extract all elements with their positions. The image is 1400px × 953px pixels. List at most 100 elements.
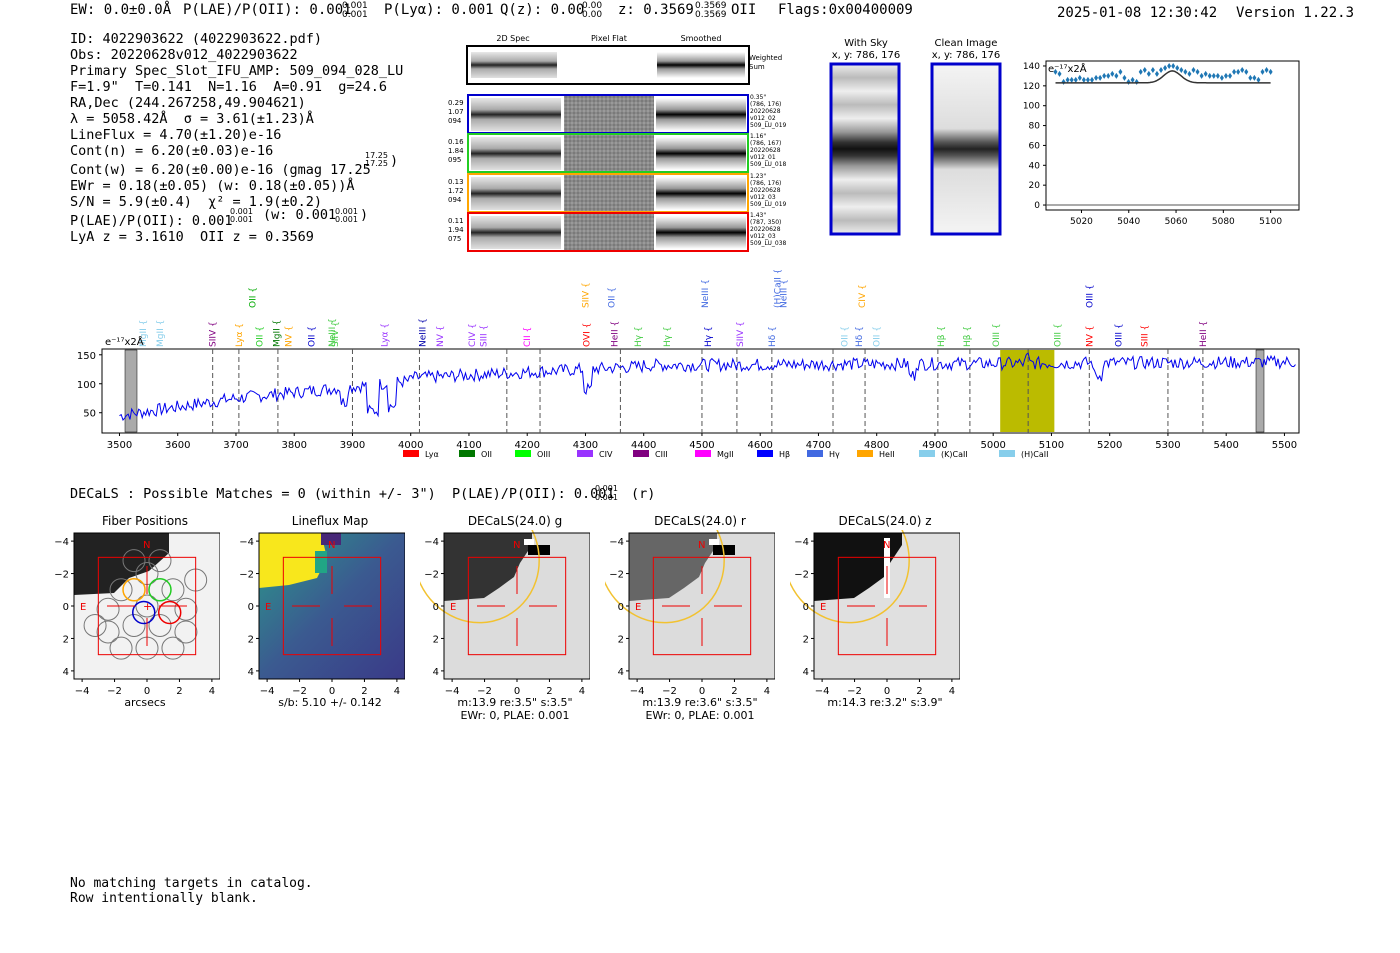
- info-line: S/N = 5.9(±0.4) χ² = 1.9(±0.2): [70, 194, 322, 210]
- zoom-data-point: [1183, 68, 1188, 75]
- plae-w-sup: 0.001: [335, 207, 358, 216]
- xtick-label: −4: [815, 686, 830, 697]
- legend-swatch: [515, 450, 531, 457]
- zoom-plot-frame: [1045, 60, 1300, 211]
- spectrum-xtick-label: 3700: [223, 440, 248, 451]
- col-label-smoothed: Smoothed: [680, 34, 722, 43]
- legend-label: OII: [481, 450, 492, 459]
- compass-e: E: [80, 602, 86, 613]
- zoom-xtick-label: 5040: [1117, 217, 1140, 227]
- spectrum-xtick-label: 4600: [747, 440, 772, 451]
- decals-panel-5: N E 4 2 0 −2 −4 −4 −2 0 2 4: [790, 530, 960, 697]
- decals-panel-title: Fiber Positions: [101, 514, 189, 528]
- zoom-data-point: [1089, 76, 1094, 83]
- header-z-type: OII: [731, 2, 757, 18]
- xtick-label: −4: [630, 686, 645, 697]
- xtick-label: −2: [662, 686, 677, 697]
- info-block: ID: 4022903622 (4022903622.pdf) Obs: 202…: [70, 31, 404, 245]
- sky-clean-images: [829, 62, 1002, 236]
- spectrum-line-label: Lyα {: [235, 323, 245, 347]
- spectrum-line-label: CIV {: [468, 323, 478, 347]
- row-left-1: 0.29 1.07 094: [448, 99, 464, 125]
- xtick-label: 2: [546, 686, 552, 697]
- compass-e: E: [265, 602, 271, 613]
- zoom-data-point: [1236, 68, 1241, 75]
- zoom-data-point: [1171, 62, 1176, 69]
- spectrum-xtick-label: 4900: [922, 440, 947, 451]
- xtick-label: −4: [445, 686, 460, 697]
- info-line: ID: 4022903622 (4022903622.pdf): [70, 31, 322, 47]
- ytick-label: 0: [803, 602, 809, 613]
- zoom-data-point: [1077, 74, 1082, 81]
- xtick-label: −2: [847, 686, 862, 697]
- plae-sub: 0.001: [230, 215, 253, 224]
- spectrum-line-label: HeII {: [611, 321, 621, 347]
- spectrum-line-label: OIII {: [1114, 323, 1124, 347]
- xtick-label: 2: [176, 686, 182, 697]
- decals-panel-4: N E 4 2 0 −2 −4 −4 −2 0 2 4: [605, 530, 775, 697]
- spectrum-xtick-label: 5200: [1097, 440, 1122, 451]
- spectrum-line-label: SIIV {: [331, 321, 341, 347]
- aperture-ellipse: [605, 530, 725, 624]
- header-plae-sub: 0.001: [342, 10, 368, 20]
- decals-panel-title: DECaLS(24.0) r: [654, 514, 746, 528]
- row-right-4: 1.43" (787, 350) 20220628 v012_03 509_LU…: [750, 212, 787, 247]
- legend-swatch: [807, 450, 823, 457]
- zoom-data-point: [1203, 70, 1208, 77]
- header-qz-sup: 0.00: [582, 1, 603, 11]
- fiber-circle: [96, 620, 120, 644]
- cutout-row-2: [467, 133, 749, 173]
- spectrum-line-label: OII {: [255, 326, 265, 347]
- decals-panel-caption-2: EWr: 0, PLAE: 0.001: [460, 709, 570, 722]
- zoom-data-point: [1110, 70, 1115, 77]
- spectrum-line-label: Hβ {: [937, 326, 947, 347]
- ytick-label: −2: [239, 570, 254, 581]
- header-qz-sub: 0.00: [582, 10, 603, 20]
- spectrum-line-label: OVI {: [583, 323, 593, 347]
- spectrum-line-label: Hγ {: [663, 326, 673, 347]
- fiber-circle: [161, 578, 185, 602]
- lineflux-bright: [259, 533, 327, 588]
- zoom-data-point: [1057, 70, 1062, 77]
- legend-label: Hβ: [779, 450, 790, 459]
- spectrum-line-label: MgII {: [273, 320, 283, 347]
- fiber-circle: [122, 613, 146, 637]
- spectrum-xtick-label: 3600: [165, 440, 190, 451]
- spectrum-line-label: OII {: [308, 326, 318, 347]
- info-line: P(LAE)/P(OII): 0.001: [70, 213, 233, 229]
- search-box: [467, 556, 567, 656]
- zoom-ytick-label: 20: [1029, 181, 1041, 191]
- zoom-data-point: [1102, 72, 1107, 79]
- xtick-label: 2: [731, 686, 737, 697]
- cutout-row-3: [467, 173, 749, 213]
- row-left-3: 0.13 1.72 094: [448, 178, 464, 204]
- xtick-label: 4: [209, 686, 215, 697]
- legend-label: Lyα: [425, 450, 439, 459]
- plae-w: (w: 0.001: [263, 207, 337, 223]
- spectrum-frame: [101, 348, 1300, 434]
- zoom-data-point: [1118, 68, 1123, 75]
- zoom-data-point: [1240, 66, 1245, 73]
- spectrum-xtick-label: 4700: [806, 440, 831, 451]
- zoom-data-point: [1150, 66, 1155, 73]
- zoom-data-point: [1154, 70, 1159, 77]
- spectrum-curve: [119, 352, 1296, 421]
- zoom-data-point: [1167, 62, 1172, 69]
- spectrum-line-label: NeIII {: [328, 318, 338, 347]
- gmag-sup: 17.25: [365, 151, 388, 160]
- compass-n: N: [328, 540, 335, 551]
- zoom-data-point: [1069, 76, 1074, 83]
- spectrum-line-label: SIIV {: [581, 282, 591, 308]
- galaxy-core: [629, 533, 717, 601]
- spectrum-line-label: Hγ {: [634, 326, 644, 347]
- xtick-label: −2: [292, 686, 307, 697]
- zoom-ytick-label: 140: [1023, 62, 1040, 72]
- zoom-data-point: [1179, 66, 1184, 73]
- spectrum-ytick-label: 100: [77, 380, 96, 391]
- compass-n: N: [883, 540, 890, 551]
- decals-panel-title: DECaLS(24.0) z: [838, 514, 932, 528]
- ytick-label: 0: [63, 602, 69, 613]
- fiber-circle: [109, 578, 133, 602]
- zoom-data-point: [1106, 72, 1111, 79]
- search-box: [97, 556, 197, 656]
